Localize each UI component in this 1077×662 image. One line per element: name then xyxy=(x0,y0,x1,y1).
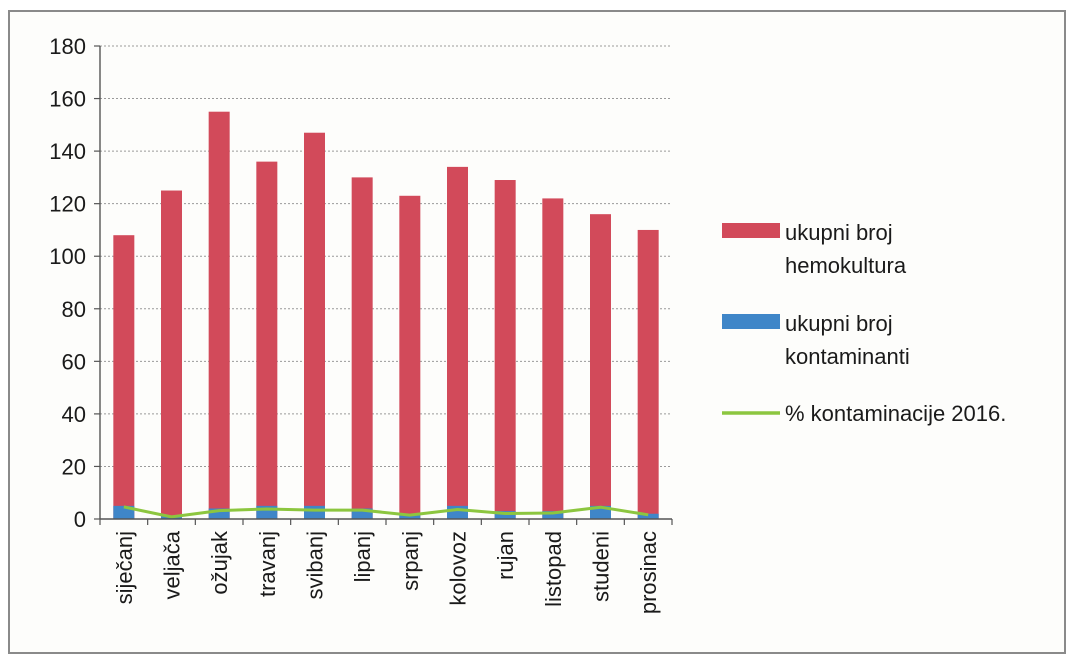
bar-kontaminanti xyxy=(637,513,659,519)
line-series xyxy=(123,505,649,519)
bar-hemokultura xyxy=(637,229,659,519)
bars xyxy=(113,111,659,520)
gridlines xyxy=(100,45,672,467)
legend-item-kontaminanti: ukupni broj kontaminanti xyxy=(722,311,910,369)
x-axis: siječanj veljača ožujak travanj svibanj lipan… xyxy=(99,518,673,614)
y-tick-label: 120 xyxy=(49,192,86,217)
y-tick-label: 80 xyxy=(62,297,86,322)
x-tick-label: kolovoz xyxy=(446,531,471,606)
bar-hemokultura xyxy=(590,214,611,519)
y-tick-label: 20 xyxy=(62,454,86,479)
bar-kontaminanti xyxy=(447,505,468,519)
y-tick-label: 160 xyxy=(49,87,86,112)
bar-kontaminanti xyxy=(494,511,516,519)
legend-swatch xyxy=(722,314,780,329)
x-tick-label: lipanj xyxy=(350,531,375,582)
x-tick-label: srpanj xyxy=(398,531,423,591)
bar-hemokultura xyxy=(494,180,516,519)
line-kontaminacija xyxy=(123,505,649,519)
x-tick-label: listopad xyxy=(541,531,566,607)
x-tick-label: prosinac xyxy=(636,531,661,614)
y-tick-label: 100 xyxy=(49,244,86,269)
x-tick-label: svibanj xyxy=(303,531,328,599)
legend-label: ukupni broj xyxy=(785,220,893,245)
x-tick-label: rujan xyxy=(493,531,518,580)
x-tick-label: ožujak xyxy=(207,530,232,595)
bar-hemokultura xyxy=(304,132,325,519)
bar-kontaminanti xyxy=(208,508,230,519)
bar-hemokultura xyxy=(447,166,468,519)
bar-hemokultura xyxy=(208,111,230,519)
legend-label: ukupni broj xyxy=(785,311,893,336)
bar-hemokultura xyxy=(256,161,278,519)
y-axis: 0 20 40 60 80 100 120 140 160 180 xyxy=(49,34,101,532)
y-tick-label: 140 xyxy=(49,139,86,164)
bar-kontaminanti xyxy=(542,511,564,519)
chart-frame xyxy=(8,10,1066,654)
bar-kontaminanti xyxy=(304,505,325,519)
bar-hemokultura xyxy=(161,190,182,519)
y-tick-label: 40 xyxy=(62,402,86,427)
bar-hemokultura xyxy=(351,177,373,519)
bar-hemokultura xyxy=(542,198,564,519)
bar-kontaminanti xyxy=(351,508,373,519)
x-tick-label: siječanj xyxy=(112,531,137,604)
bar-hemokultura xyxy=(399,195,421,520)
legend-swatch xyxy=(722,223,780,238)
y-tick-label: 180 xyxy=(49,34,86,59)
bar-hemokultura xyxy=(113,235,135,519)
legend-label: % kontaminacije 2016. xyxy=(785,401,1006,426)
y-tick-label: 60 xyxy=(62,349,86,374)
legend-label: hemokultura xyxy=(785,253,907,278)
legend-label: kontaminanti xyxy=(785,344,910,369)
legend-item-hemokultura: ukupni broj hemokultura xyxy=(722,220,907,278)
x-tick-label: veljača xyxy=(160,530,185,599)
y-tick-label: 0 xyxy=(74,507,86,532)
legend-item-postotak: % kontaminacije 2016. xyxy=(722,401,1006,426)
legend: ukupni broj hemokultura ukupni broj kontami… xyxy=(722,220,1006,426)
x-tick-label: studeni xyxy=(589,531,614,602)
x-tick-label: travanj xyxy=(255,531,280,597)
